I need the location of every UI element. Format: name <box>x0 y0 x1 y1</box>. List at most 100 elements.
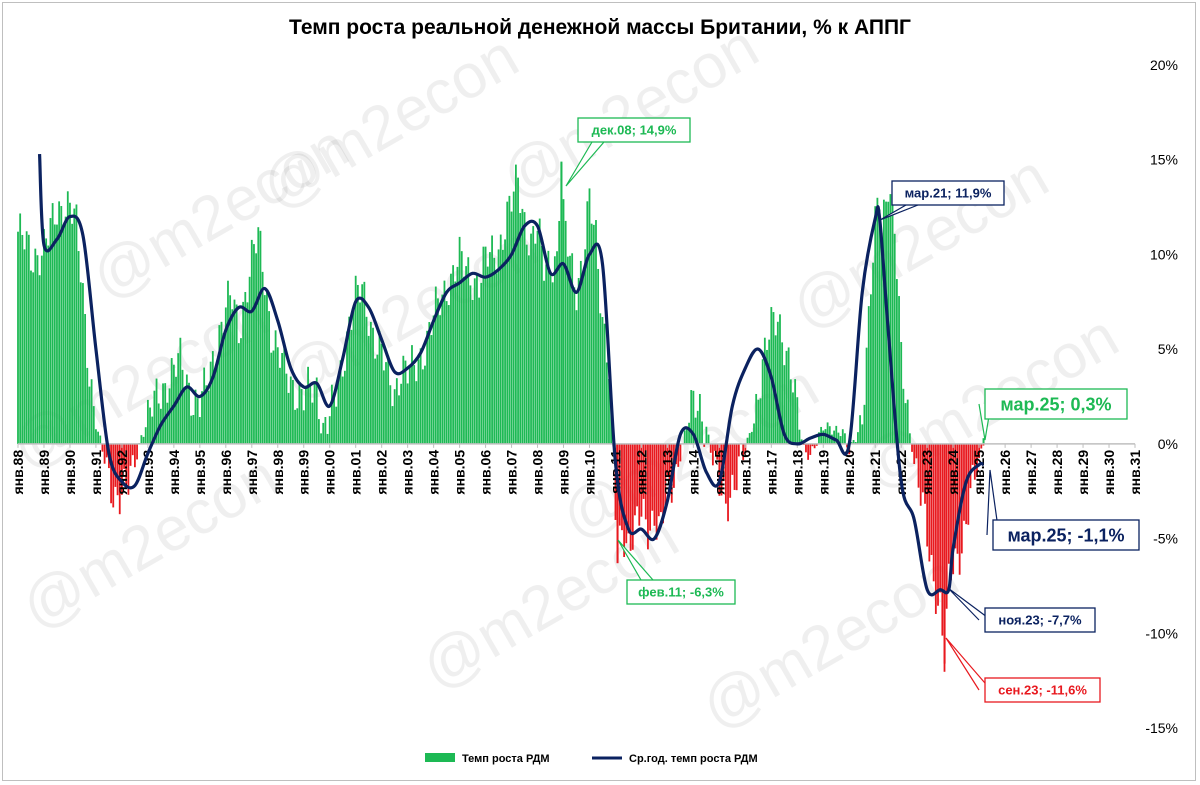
bar <box>597 268 600 444</box>
bar <box>863 404 866 444</box>
bar <box>501 249 504 444</box>
bar <box>441 294 444 444</box>
bar <box>932 443 935 582</box>
bar <box>378 330 381 444</box>
bar <box>662 443 664 524</box>
bar <box>928 443 931 562</box>
bar <box>289 376 292 444</box>
bar <box>621 443 623 531</box>
bar <box>690 390 693 444</box>
bar <box>963 443 965 521</box>
x-tick-label: янв.97 <box>244 450 260 495</box>
bar <box>882 199 885 444</box>
bar <box>71 223 74 444</box>
x-tick-label: янв.00 <box>322 450 338 495</box>
bar <box>395 378 398 444</box>
bar <box>354 275 357 444</box>
bar <box>73 208 76 444</box>
bar <box>876 197 879 444</box>
bar <box>443 280 446 444</box>
bar <box>872 262 874 444</box>
bar <box>605 362 608 444</box>
bar <box>398 395 400 444</box>
bar <box>575 310 578 444</box>
bar <box>895 279 898 444</box>
x-tick-label: янв.25 <box>971 450 987 495</box>
bar <box>43 228 45 444</box>
x-tick-label: янв.99 <box>296 450 312 495</box>
bar <box>716 443 719 460</box>
annotation-leader <box>565 141 605 187</box>
x-tick-label: янв.91 <box>88 450 104 495</box>
bar <box>950 443 952 581</box>
y-tick-label: -15% <box>1145 720 1178 736</box>
bar <box>588 188 591 444</box>
bar <box>839 436 842 444</box>
bar <box>517 177 519 444</box>
bar <box>253 244 255 444</box>
bar <box>341 376 344 444</box>
bar <box>136 443 138 460</box>
bar <box>982 443 985 446</box>
bar <box>601 316 604 444</box>
bar <box>162 383 164 444</box>
x-tick-label: янв.03 <box>400 450 416 495</box>
bar <box>967 443 970 525</box>
bar <box>330 384 333 444</box>
bar <box>482 246 485 444</box>
bar <box>242 301 245 444</box>
bar <box>586 201 589 444</box>
x-tick-label: янв.27 <box>1023 450 1039 495</box>
bar <box>618 443 621 526</box>
x-tick-label: янв.89 <box>36 450 52 495</box>
bar <box>393 389 396 444</box>
bar <box>504 239 506 444</box>
bar <box>815 443 818 446</box>
bar <box>90 379 93 444</box>
bar <box>761 359 764 444</box>
bar <box>298 381 301 444</box>
bar <box>185 374 188 444</box>
bar <box>783 365 786 444</box>
bar <box>766 349 768 444</box>
bar <box>86 367 89 444</box>
bar <box>454 281 457 444</box>
bar <box>934 443 937 614</box>
bar <box>240 338 242 444</box>
bar <box>844 433 846 444</box>
bar <box>891 195 894 444</box>
x-tick-label: янв.07 <box>504 450 520 495</box>
x-tick-label: янв.28 <box>1049 450 1065 495</box>
bar <box>805 443 807 453</box>
bar <box>424 365 426 444</box>
bar <box>465 266 467 444</box>
bar <box>27 234 30 444</box>
bar <box>642 443 645 499</box>
bar <box>437 298 439 444</box>
bar <box>328 416 331 444</box>
bar <box>356 284 359 444</box>
bar <box>787 347 790 444</box>
bar <box>276 347 279 444</box>
bar <box>569 255 571 444</box>
bar <box>837 432 840 444</box>
bar <box>21 234 24 444</box>
bar <box>380 343 383 444</box>
bar <box>47 245 50 444</box>
bar <box>564 220 567 444</box>
bar <box>978 443 981 459</box>
bar <box>263 295 266 444</box>
bar <box>305 388 307 444</box>
bar <box>274 330 277 444</box>
x-tick-label: янв.92 <box>114 450 130 495</box>
bar <box>400 383 403 444</box>
bar <box>350 329 353 444</box>
bar <box>125 443 128 484</box>
bar <box>432 315 435 444</box>
bar <box>320 433 322 444</box>
bar <box>469 285 472 444</box>
bar <box>924 443 926 504</box>
bar <box>313 382 316 444</box>
bar <box>796 397 799 444</box>
bar <box>49 218 52 444</box>
